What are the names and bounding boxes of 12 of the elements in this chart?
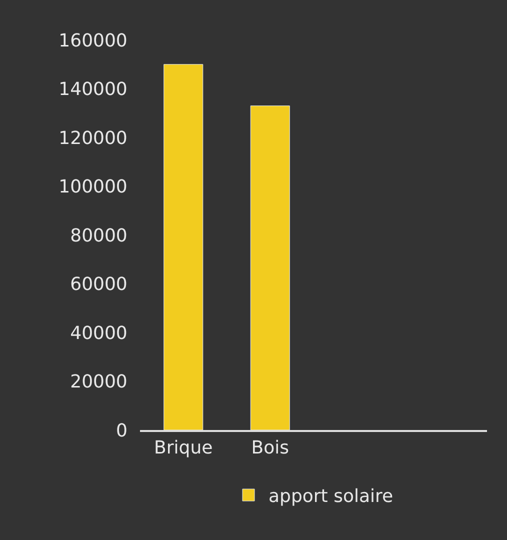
y-tick-label: 60000 — [70, 274, 128, 296]
y-tick-label: 140000 — [58, 79, 128, 100]
x-tick-label: Brique — [154, 438, 213, 459]
x-tick-label: Bois — [251, 438, 290, 459]
y-tick-label: 160000 — [58, 30, 128, 52]
y-tick-label: 120000 — [58, 128, 128, 149]
y-tick-label: 0 — [116, 420, 128, 442]
y-tick-label: 40000 — [70, 322, 128, 344]
y-tick-label: 100000 — [58, 176, 128, 198]
y-tick-label: 80000 — [70, 225, 128, 246]
legend-label: apport solaire — [268, 486, 394, 508]
y-tick-label: 20000 — [70, 372, 128, 393]
